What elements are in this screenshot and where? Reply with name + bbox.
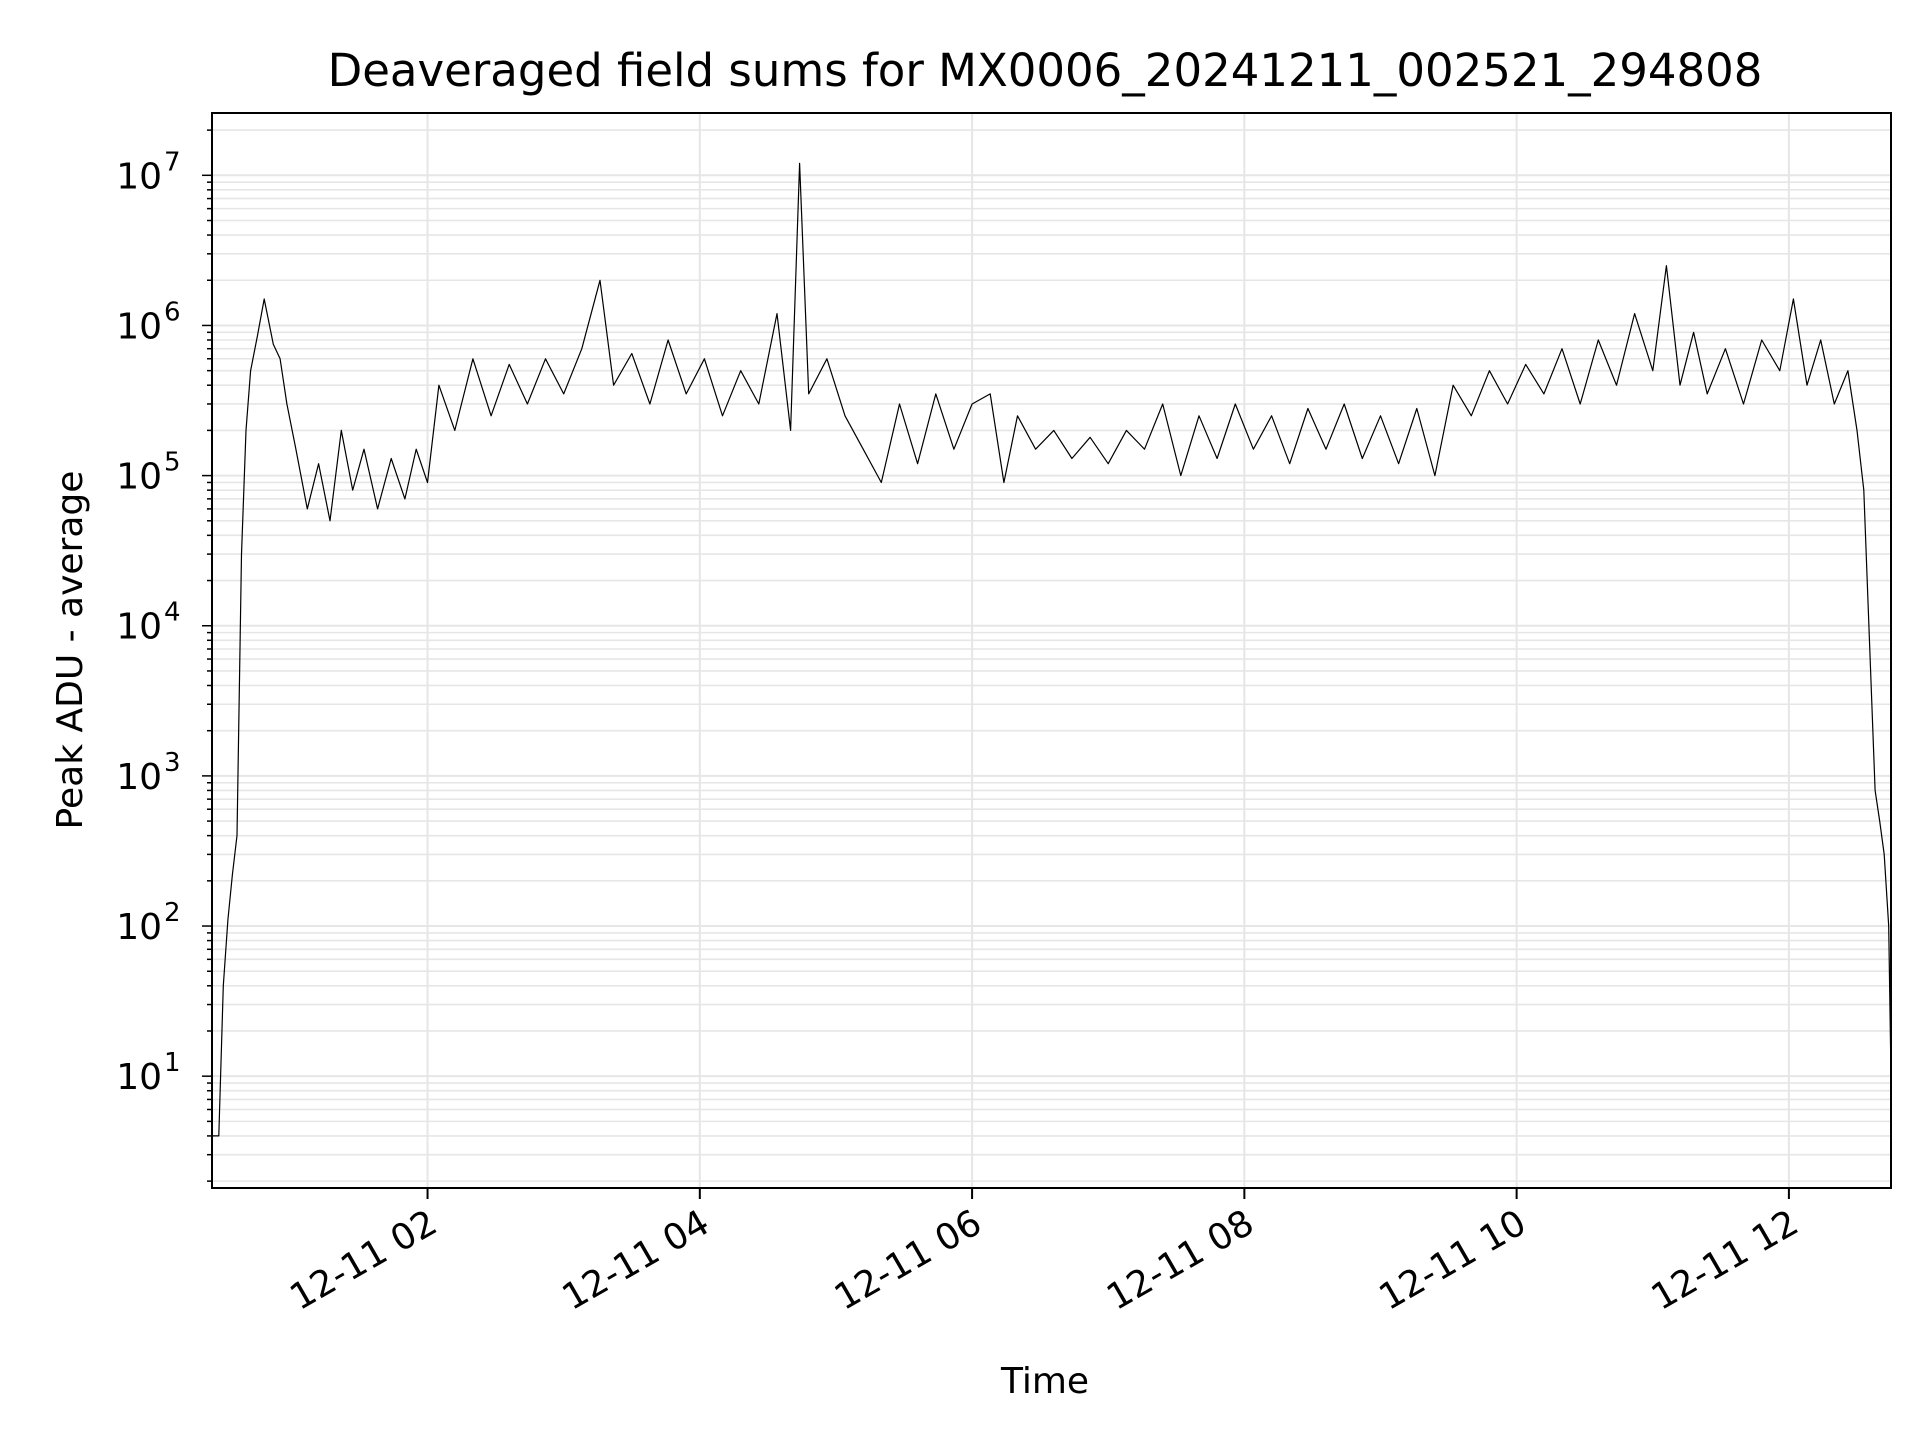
y-tick-exponent: 5	[164, 448, 181, 478]
y-tick-label: 10	[116, 457, 162, 498]
x-tick-label: 12-11 12	[1645, 1202, 1806, 1318]
y-tick-exponent: 4	[164, 598, 181, 628]
series-layer	[212, 162, 1892, 1137]
x-tick-label: 12-11 10	[1372, 1202, 1533, 1318]
y-tick-exponent: 1	[164, 1048, 181, 1078]
plot-background	[212, 113, 1891, 1188]
y-tick-label: 10	[116, 907, 162, 948]
x-tick-label: 12-11 04	[556, 1202, 717, 1318]
x-axis-label: Time	[1000, 1361, 1089, 1402]
y-tick-label: 10	[116, 757, 162, 798]
x-tick-label: 12-11 02	[283, 1202, 444, 1318]
x-tick-label: 12-11 06	[828, 1202, 989, 1318]
y-tick-exponent: 2	[164, 898, 181, 928]
y-tick-exponent: 3	[164, 748, 181, 778]
plot-frame	[211, 112, 1892, 1189]
y-tick-exponent: 7	[164, 147, 181, 177]
x-tick-label: 12-11 08	[1100, 1202, 1261, 1318]
series-line	[212, 162, 1892, 1137]
y-axis-label: Peak ADU - average	[50, 471, 91, 830]
chart-title: Deaveraged field sums for MX0006_2024121…	[328, 44, 1763, 97]
y-tick-label: 10	[116, 156, 162, 197]
y-tick-label: 10	[116, 306, 162, 347]
y-tick-label: 10	[116, 607, 162, 648]
y-tick-label: 10	[116, 1057, 162, 1098]
grid	[212, 113, 1891, 1188]
y-tick-exponent: 6	[164, 297, 181, 327]
